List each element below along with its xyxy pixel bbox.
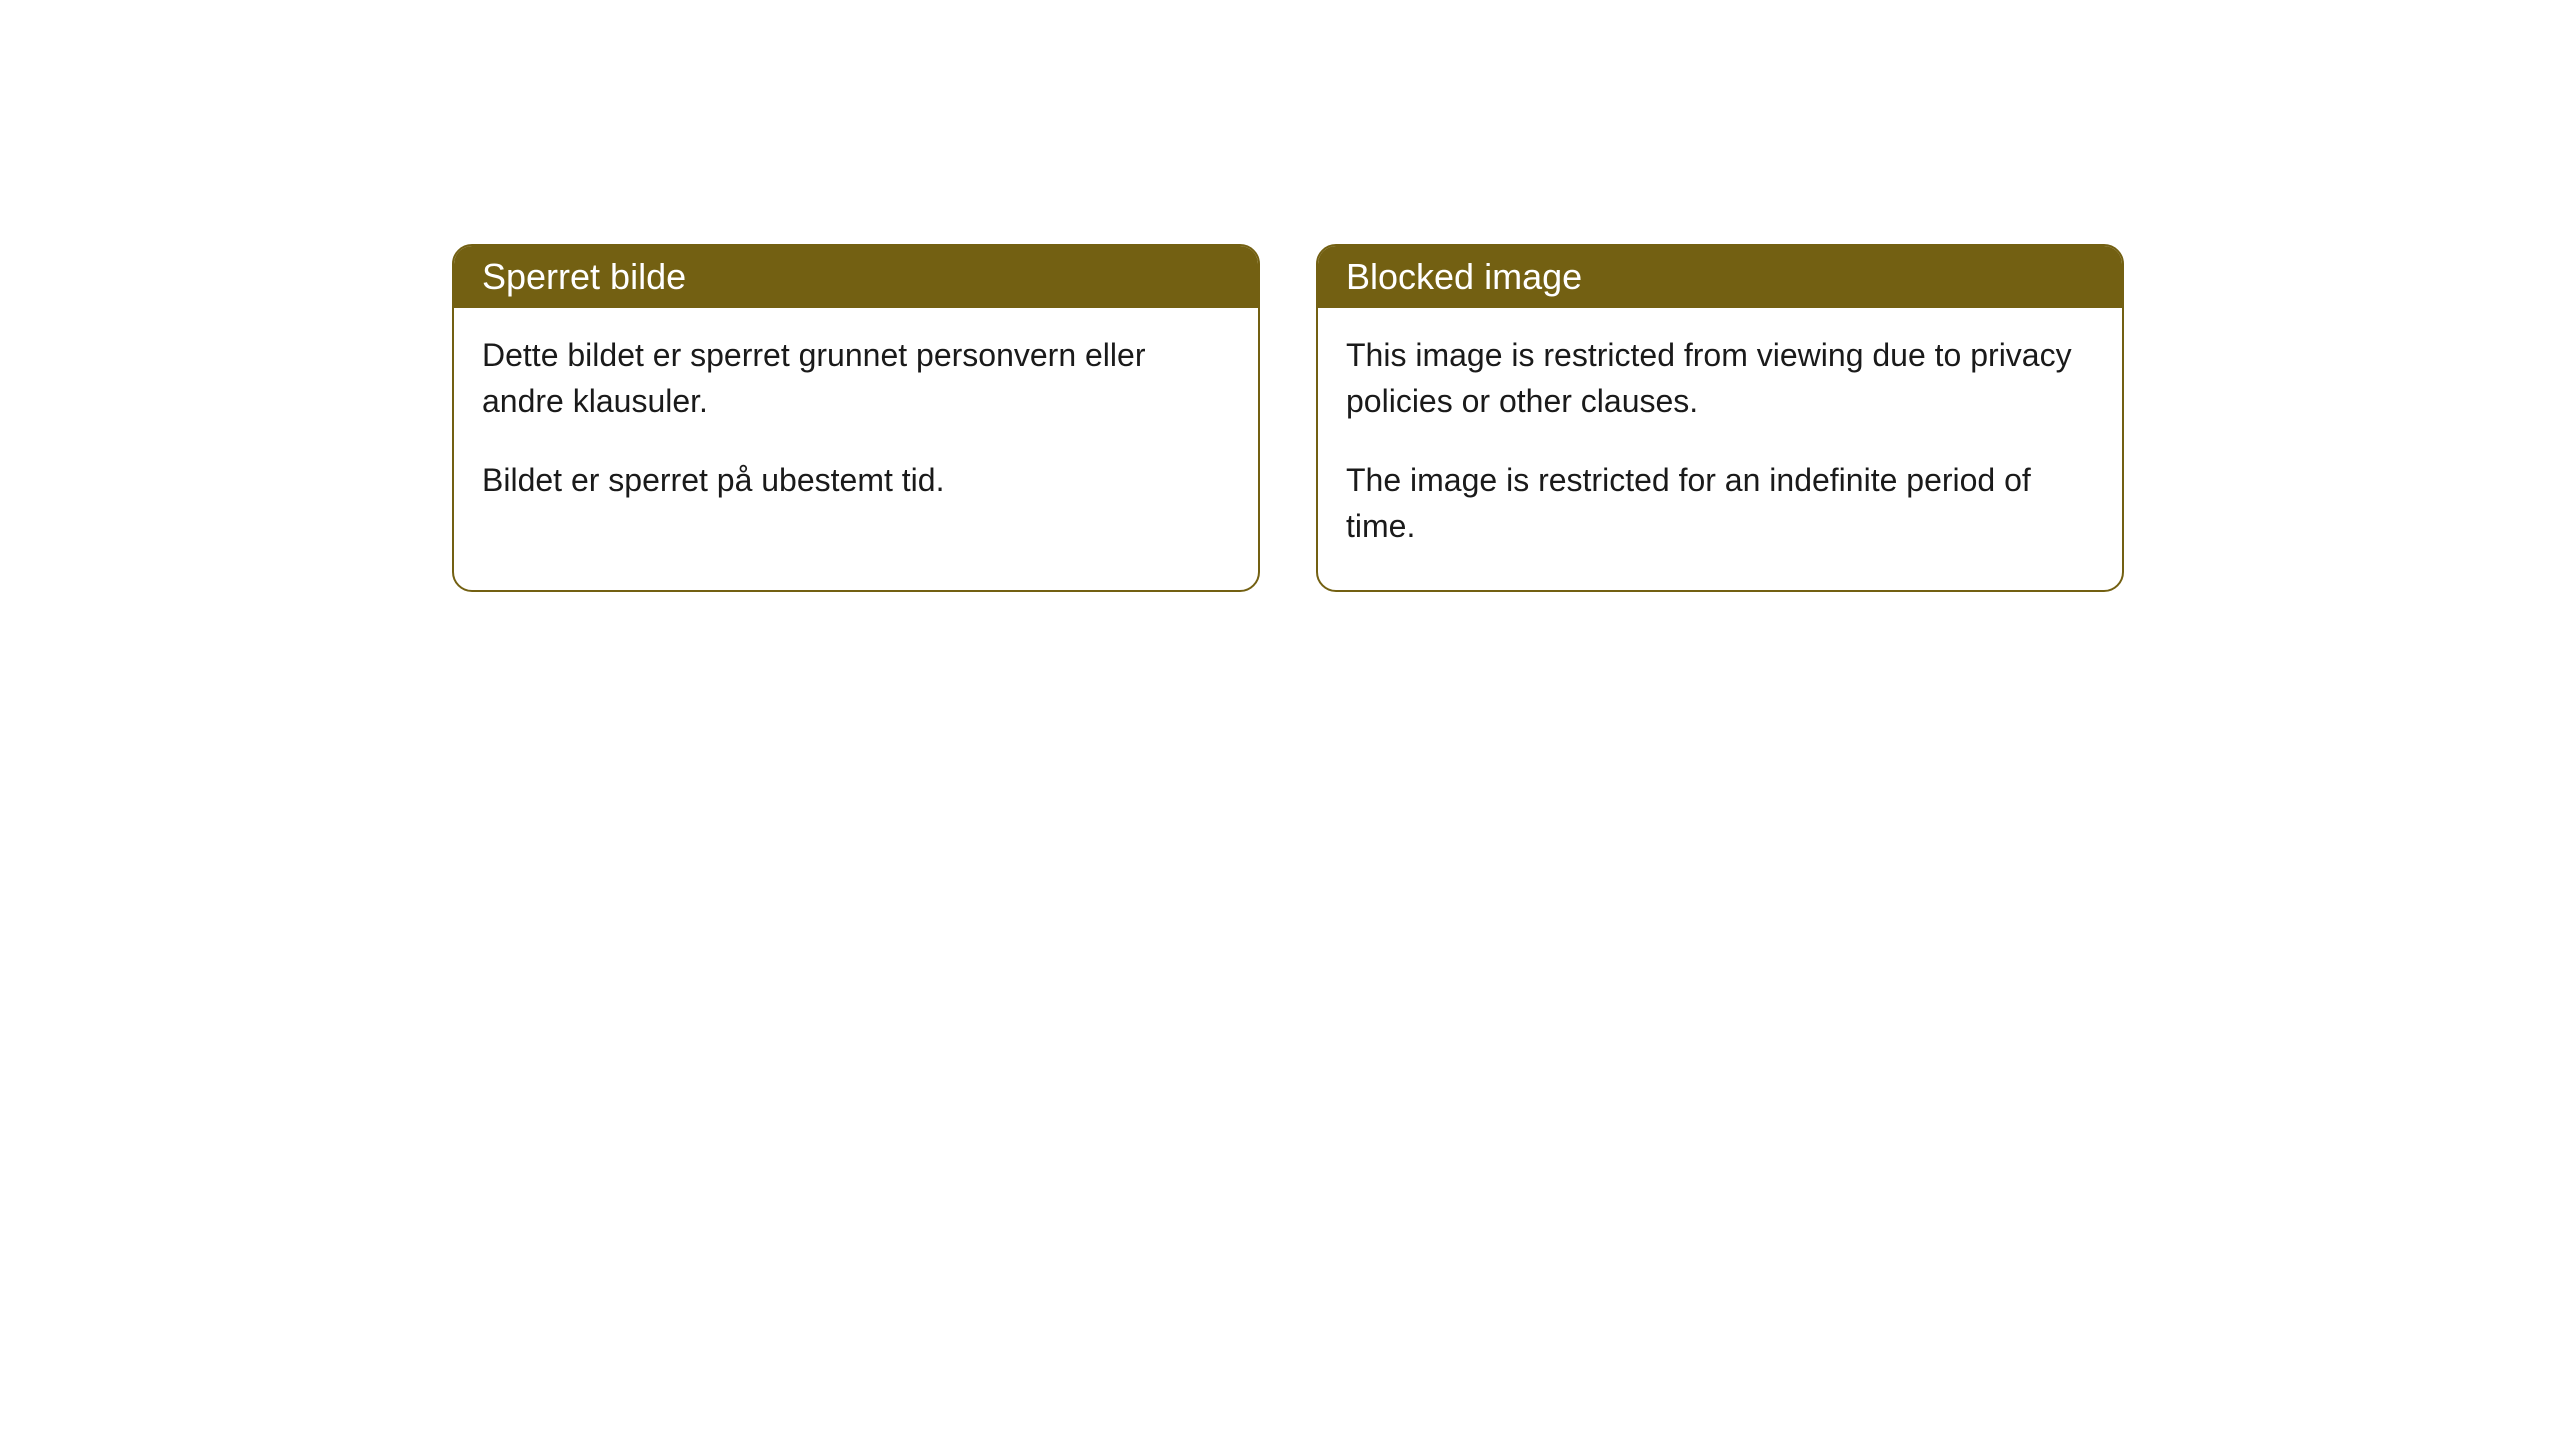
card-paragraph: This image is restricted from viewing du…	[1346, 332, 2094, 425]
card-title: Blocked image	[1318, 246, 2122, 308]
notice-card-english: Blocked image This image is restricted f…	[1316, 244, 2124, 592]
card-paragraph: Dette bildet er sperret grunnet personve…	[482, 332, 1230, 425]
notice-card-norwegian: Sperret bilde Dette bildet er sperret gr…	[452, 244, 1260, 592]
notice-cards-container: Sperret bilde Dette bildet er sperret gr…	[452, 244, 2124, 592]
card-body: This image is restricted from viewing du…	[1318, 308, 2122, 590]
card-body: Dette bildet er sperret grunnet personve…	[454, 308, 1258, 543]
card-paragraph: The image is restricted for an indefinit…	[1346, 457, 2094, 550]
card-title: Sperret bilde	[454, 246, 1258, 308]
card-paragraph: Bildet er sperret på ubestemt tid.	[482, 457, 1230, 503]
